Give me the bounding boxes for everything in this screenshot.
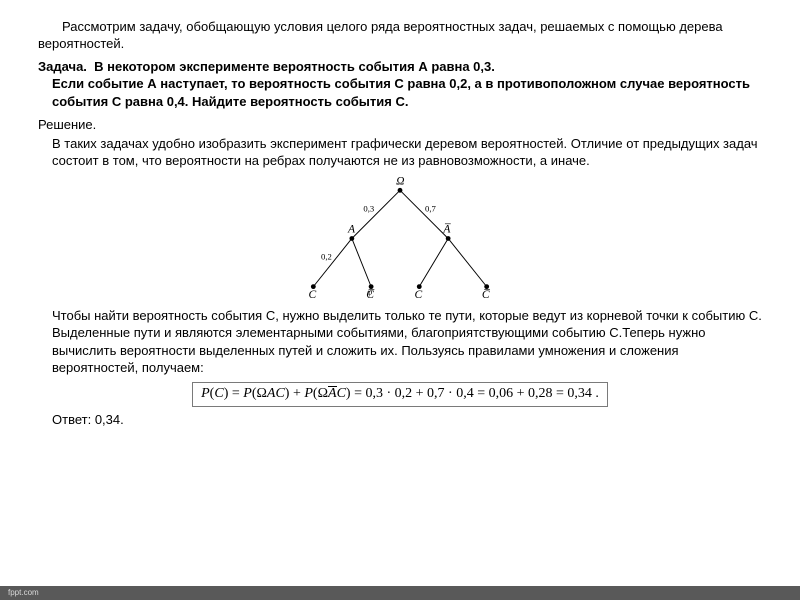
- formula-Abar: A: [328, 385, 337, 403]
- intro-paragraph: Рассмотрим задачу, обобщающую условия це…: [38, 18, 762, 52]
- formula-P1: P: [201, 386, 210, 401]
- svg-text:Ω: Ω: [396, 176, 404, 188]
- answer-value: 0,34.: [95, 412, 124, 427]
- svg-text:C: C: [414, 289, 422, 301]
- svg-text:0,3: 0,3: [363, 204, 374, 214]
- svg-text:A̅: A̅: [442, 223, 451, 236]
- svg-text:0,7: 0,7: [425, 204, 436, 214]
- formula-omega1: Ω: [256, 386, 266, 401]
- formula-numeric: = 0,3 · 0,2 + 0,7 · 0,4 = 0,06 + 0,28 = …: [354, 386, 592, 401]
- footer-text: fppt.com: [8, 588, 39, 597]
- formula-row: P(C) = P(ΩAC) + P(ΩAC) = 0,3 · 0,2 + 0,7…: [38, 382, 762, 407]
- solution-label: Решение.: [38, 116, 762, 133]
- formula-C2: C: [337, 386, 346, 401]
- task-label: Задача.: [38, 59, 87, 74]
- svg-text:0,2: 0,2: [321, 252, 332, 262]
- svg-text:C: C: [309, 289, 317, 301]
- formula-P2: P: [243, 386, 252, 401]
- slide-content: Рассмотрим задачу, обобщающую условия це…: [0, 0, 800, 429]
- answer-label: Ответ:: [52, 412, 91, 427]
- task-rest: Если событие А наступает, то вероятность…: [38, 75, 762, 109]
- svg-text:φ: φ: [367, 287, 372, 297]
- formula-box: P(C) = P(ΩAC) + P(ΩAC) = 0,3 · 0,2 + 0,7…: [192, 382, 608, 407]
- probability-tree-svg: 0,30,70,2ΩAA̅CC̅CC̅φ: [280, 173, 520, 303]
- formula-omega2: Ω: [318, 386, 328, 401]
- formula-P3: P: [304, 386, 313, 401]
- tree-diagram: 0,30,70,2ΩAA̅CC̅CC̅φ: [38, 173, 762, 303]
- formula-C: C: [214, 386, 223, 401]
- formula-C1: C: [275, 386, 284, 401]
- svg-text:C̅: C̅: [482, 288, 491, 301]
- solution-body: В таких задачах удобно изобразить экспер…: [38, 135, 762, 169]
- explanation-paragraph: Чтобы найти вероятность события С, нужно…: [38, 307, 762, 376]
- svg-text:A: A: [347, 224, 356, 236]
- task-block: Задача. В некотором эксперименте вероятн…: [38, 58, 762, 109]
- footer-bar: fppt.com: [0, 586, 800, 600]
- task-first-line: В некотором эксперименте вероятность соб…: [94, 59, 495, 74]
- answer-line: Ответ: 0,34.: [38, 411, 762, 428]
